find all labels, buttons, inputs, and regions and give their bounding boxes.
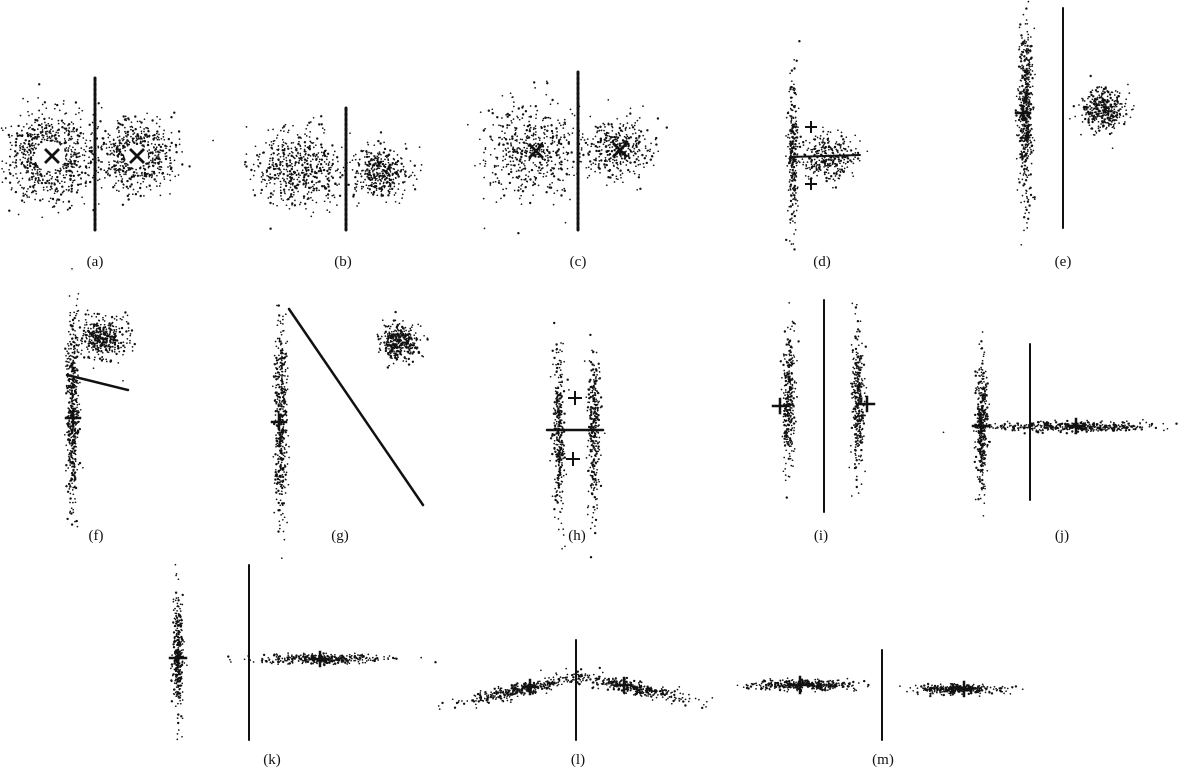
panel-k-caption: (k): [263, 752, 281, 768]
panel-j-caption: (j): [1055, 528, 1069, 544]
panel-e-plus-marker: [1014, 104, 1032, 122]
panel-c-caption: (c): [570, 254, 587, 270]
panel-m-plus-marker-right: [954, 680, 974, 698]
panel-c-x-marker-left: [528, 143, 544, 159]
panel-a-x-marker-right: [129, 148, 145, 164]
scatter-points-layer: [0, 0, 1178, 741]
panel-g-caption: (g): [331, 528, 349, 544]
panel-d-plus-marker-bottom: [805, 178, 817, 190]
panel-k-plus-marker-left: [168, 648, 188, 668]
panel-a-x-marker-left: [44, 148, 60, 164]
separator-lines-layer: [65, 7, 1064, 741]
panel-d-caption: (d): [813, 254, 831, 270]
panel-k-plus-marker-right: [310, 650, 330, 668]
panel-l-plus-marker-right: [615, 676, 633, 694]
panel-d-plus-marker-top: [805, 121, 817, 133]
panel-i-plus-marker-left: [771, 397, 789, 415]
panel-g-plus-marker: [270, 413, 288, 431]
panel-l-caption: (l): [571, 752, 585, 768]
panel-f-plus-marker: [64, 409, 82, 427]
panel-m-caption: (m): [872, 752, 894, 768]
panel-j-plus-marker-left: [971, 417, 991, 435]
panel-h-plus-marker-bottom: [566, 452, 580, 466]
panel-d-separator: [789, 154, 861, 158]
panel-f-separator: [65, 373, 130, 392]
panel-l-plus-marker-left: [521, 678, 539, 696]
panel-j-plus-marker-right: [1066, 417, 1086, 435]
centroid-markers-layer: [39, 104, 1086, 698]
panel-h-plus-marker-top: [568, 391, 582, 405]
panel-e-caption: (e): [1055, 254, 1072, 270]
panel-i-caption: (i): [814, 528, 828, 544]
panel-g-separator: [287, 307, 425, 507]
panel-h-caption: (h): [568, 528, 586, 544]
panel-f-caption: (f): [89, 528, 104, 544]
panel-a-caption: (a): [87, 254, 104, 270]
panel-m-plus-marker-left: [789, 675, 811, 695]
panel-captions: (a) (b) (c) (d) (e) (f) (g) (h) (i) (j) …: [87, 254, 1072, 768]
panel-i-plus-marker-right: [858, 395, 876, 413]
panel-c-x-marker-right: [612, 142, 628, 158]
panel-b-caption: (b): [334, 254, 352, 270]
